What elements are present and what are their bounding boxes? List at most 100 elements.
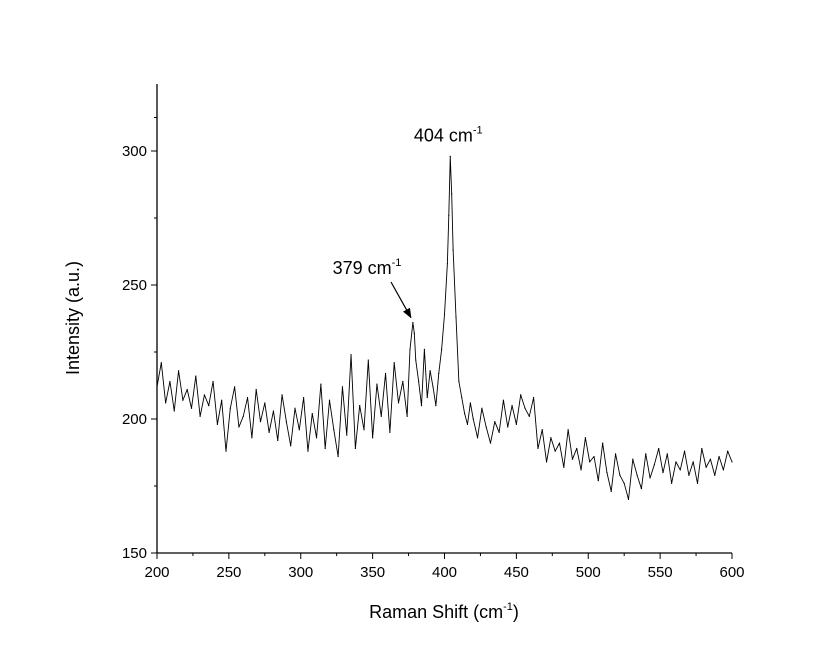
annotation-peak-379: 379 cm-1 xyxy=(333,257,402,278)
data-point xyxy=(315,437,318,439)
data-point xyxy=(311,413,313,415)
y-tick-label: 250 xyxy=(122,277,147,294)
data-point xyxy=(380,415,382,417)
data-point xyxy=(692,461,694,463)
data-point xyxy=(346,434,348,436)
data-point xyxy=(277,439,279,442)
data-point xyxy=(429,370,431,372)
y-axis-title: Intensity (a.u.) xyxy=(63,261,83,375)
data-point xyxy=(593,455,595,458)
data-point xyxy=(281,394,283,396)
y-tick-label: 150 xyxy=(122,545,147,562)
data-point xyxy=(666,453,668,455)
data-point xyxy=(303,396,305,399)
data-point xyxy=(255,388,257,391)
data-point xyxy=(640,488,643,490)
data-point xyxy=(584,437,586,439)
data-point xyxy=(367,359,369,361)
data-point xyxy=(545,461,548,463)
x-axis-title-sup: -1 xyxy=(503,601,513,613)
data-point xyxy=(550,437,552,439)
data-point xyxy=(696,482,699,484)
data-point xyxy=(238,426,240,428)
x-tick-label: 550 xyxy=(648,564,673,581)
data-point xyxy=(165,402,167,404)
data-point xyxy=(426,396,428,399)
x-tick-label: 600 xyxy=(719,564,744,581)
data-point xyxy=(705,466,707,468)
data-point xyxy=(718,455,720,458)
data-point xyxy=(420,405,423,407)
data-point xyxy=(208,405,210,407)
data-point xyxy=(341,386,344,388)
data-point xyxy=(229,407,231,409)
data-point xyxy=(423,348,425,350)
data-point xyxy=(307,450,309,452)
data-point xyxy=(731,461,733,463)
data-point xyxy=(649,477,651,479)
data-point xyxy=(221,399,223,401)
data-point xyxy=(662,472,664,474)
data-point xyxy=(413,332,415,334)
data-point xyxy=(393,362,395,364)
data-point xyxy=(679,469,681,471)
data-point xyxy=(722,469,724,471)
data-point xyxy=(363,429,365,431)
data-point xyxy=(675,461,677,463)
data-point xyxy=(452,249,454,251)
data-point xyxy=(688,474,690,476)
data-point xyxy=(524,407,526,409)
data-point xyxy=(610,490,612,492)
data-point xyxy=(272,410,275,412)
x-tick-label: 250 xyxy=(216,564,241,581)
data-point xyxy=(156,386,158,388)
x-tick-label: 350 xyxy=(360,564,385,581)
data-point xyxy=(623,482,625,484)
data-point xyxy=(298,429,300,431)
data-point xyxy=(563,466,565,468)
data-point xyxy=(177,370,180,372)
data-point xyxy=(354,447,356,450)
data-point xyxy=(372,437,374,439)
data-point xyxy=(461,396,463,399)
data-point xyxy=(359,405,361,407)
data-point xyxy=(554,450,556,452)
data-point xyxy=(264,402,266,404)
data-point xyxy=(701,447,703,450)
data-point xyxy=(337,455,339,458)
data-point xyxy=(234,386,236,388)
data-point xyxy=(418,380,420,383)
annotation-peak-404: 404 cm-1 xyxy=(414,124,483,145)
data-point xyxy=(455,316,457,318)
annotation-arrow xyxy=(390,281,412,319)
x-axis-title-main: Raman Shift (cm xyxy=(369,602,503,622)
data-point xyxy=(476,437,479,439)
data-point xyxy=(589,461,591,463)
data-point xyxy=(294,407,296,409)
data-point xyxy=(537,447,539,450)
data-point xyxy=(190,407,193,409)
data-point xyxy=(333,429,335,431)
data-point xyxy=(469,402,471,404)
data-point xyxy=(602,442,604,444)
data-point xyxy=(727,450,729,452)
data-point xyxy=(520,394,522,396)
data-point xyxy=(494,421,496,423)
data-point xyxy=(186,388,188,391)
data-point xyxy=(376,383,378,385)
x-axis-title-tail: ) xyxy=(513,602,519,622)
data-point xyxy=(212,380,214,383)
data-point xyxy=(402,380,404,383)
data-point xyxy=(251,437,253,439)
data-point xyxy=(481,407,483,409)
data-point xyxy=(658,447,660,450)
data-point xyxy=(498,431,500,433)
data-point xyxy=(285,421,287,423)
y-tick-label: 300 xyxy=(122,143,147,160)
series-layer xyxy=(156,155,733,500)
data-point xyxy=(443,313,446,316)
data-point xyxy=(558,442,561,444)
data-point xyxy=(268,431,270,433)
data-point xyxy=(541,429,543,431)
